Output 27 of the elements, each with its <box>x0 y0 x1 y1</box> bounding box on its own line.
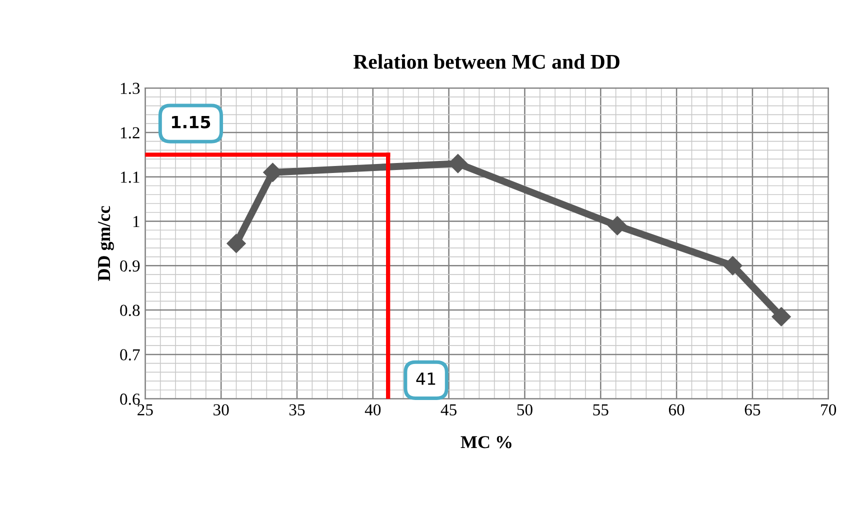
y-tick-label: 0.8 <box>120 304 140 316</box>
x-tick-label: 50 <box>517 404 532 416</box>
x-tick-label: 65 <box>744 404 760 416</box>
x-tick-label: 55 <box>593 404 608 416</box>
point <box>723 256 742 276</box>
chart-title: Relation between MC and DD <box>353 54 620 69</box>
y-tick-label: 0.9 <box>120 260 140 272</box>
ref-line-label: 41 <box>416 372 436 385</box>
ref-line-label: 1.15 <box>172 116 210 128</box>
y-tick-label: 0.6 <box>120 394 140 405</box>
x-tick-label: 40 <box>364 404 381 416</box>
x-tick-label: 70 <box>821 404 836 416</box>
x-tick-label: 30 <box>214 404 229 416</box>
y-tick-label: 1.2 <box>120 127 140 138</box>
point <box>226 234 246 253</box>
y-axis-title: DD gm/cc <box>98 206 114 281</box>
y-tick-label: 1.3 <box>120 82 140 94</box>
x-tick-label: 25 <box>138 404 153 416</box>
y-tick-label: 1.1 <box>120 172 140 183</box>
point <box>608 216 627 236</box>
y-tick-label: 1 <box>133 216 140 228</box>
x-tick-label: 60 <box>668 404 684 416</box>
x-tick-label: 45 <box>440 404 457 416</box>
y-tick-label: 0.7 <box>120 349 140 360</box>
x-axis-title: MC % <box>460 436 512 448</box>
point <box>772 307 791 326</box>
x-tick-label: 35 <box>289 404 305 416</box>
